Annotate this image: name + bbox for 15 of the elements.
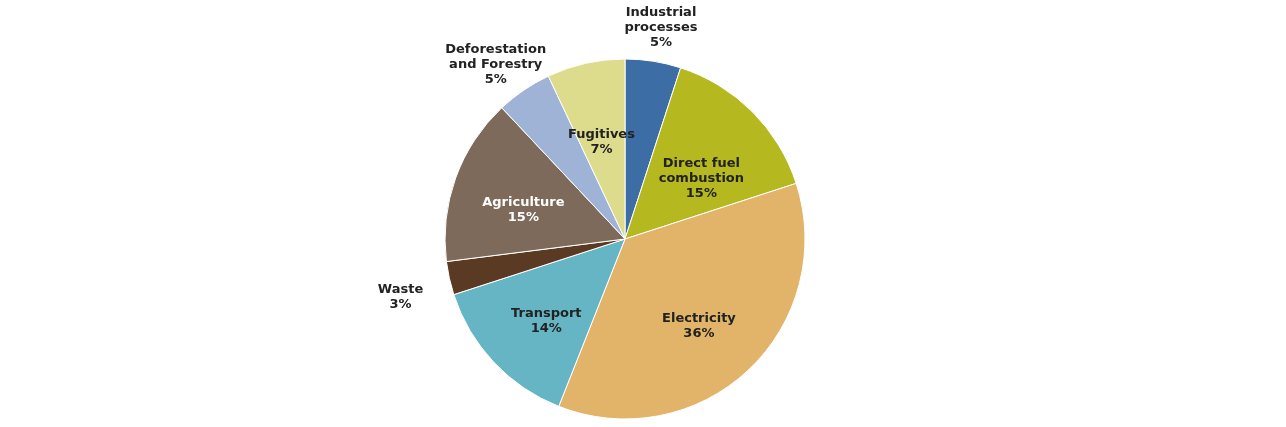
data-label: 36% [683, 324, 715, 340]
data-label: 14% [530, 319, 562, 335]
slice-label: Direct fuel combustion [658, 154, 745, 185]
data-label: 5% [649, 33, 673, 49]
slice-label: Electricity [662, 309, 737, 325]
slice-label: Agriculture [482, 194, 565, 210]
slice-label: Transport [511, 304, 582, 320]
data-label: 15% [685, 184, 717, 200]
slice-label: Deforestation and Forestry [445, 40, 547, 71]
data-label: 7% [590, 140, 613, 156]
data-label: 5% [484, 70, 507, 86]
data-label: 3% [389, 296, 412, 312]
slice-label: Waste [377, 281, 424, 297]
data-label: 15% [507, 209, 539, 225]
slice-label: Industrial processes [624, 3, 698, 34]
